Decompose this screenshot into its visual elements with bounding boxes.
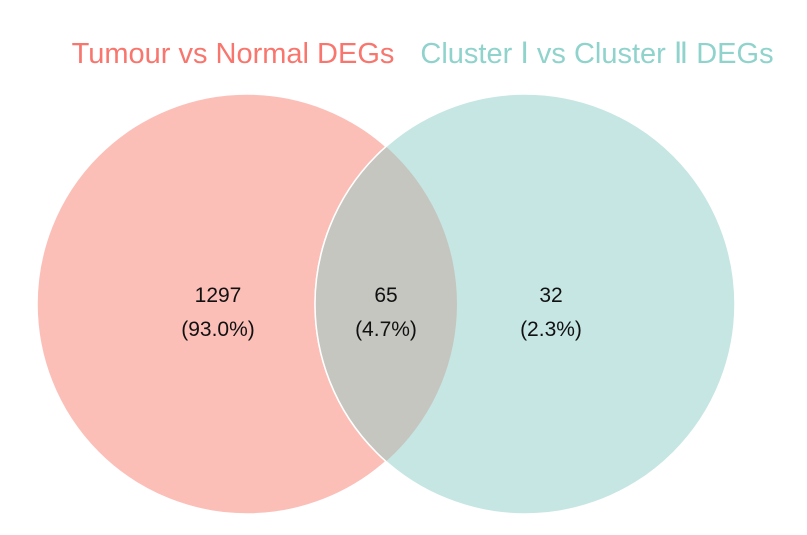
left-only-percent: (93.0%) — [181, 318, 255, 341]
set-title-tumour-vs-normal: Tumour vs Normal DEGs — [72, 38, 395, 70]
right-only-percent: (2.3%) — [520, 318, 582, 341]
right-only-count: 32 — [539, 284, 562, 307]
left-only-count: 1297 — [195, 284, 242, 307]
intersection-count: 65 — [374, 284, 397, 307]
intersection-percent: (4.7%) — [355, 318, 417, 341]
intersection-region — [314, 94, 457, 514]
set-title-cluster-comparison: Cluster Ⅰ vs Cluster Ⅱ DEGs — [420, 38, 773, 70]
